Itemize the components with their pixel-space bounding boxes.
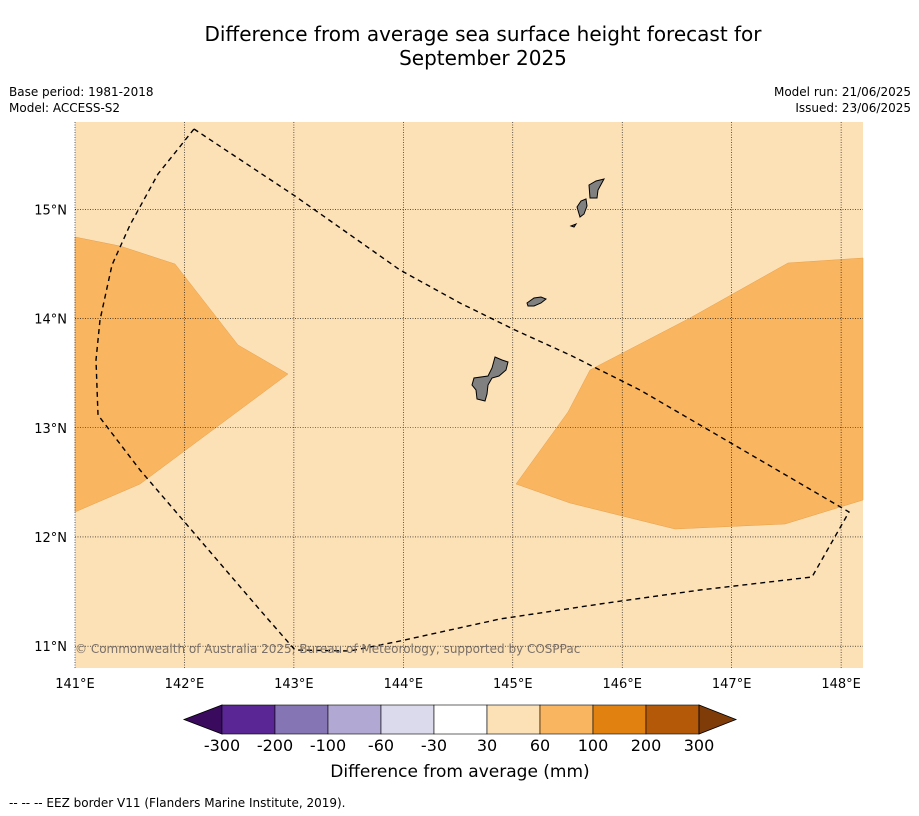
longitude-labels: 141°E 142°E 143°E 144°E 145°E 146°E 147°E 148°E [55, 677, 861, 692]
colorbar-segment [592, 704, 647, 735]
colorbar-segment [274, 704, 329, 735]
colorbar-tick-label: -100 [309, 736, 347, 755]
anomaly-region-east [515, 257, 864, 530]
latitude-label: 11°N [34, 640, 67, 655]
colorbar [182, 704, 738, 735]
latitude-label: 14°N [34, 313, 67, 328]
longitude-label: 144°E [384, 677, 424, 692]
model-run-text: Model run: 21/06/2025 [773, 85, 911, 99]
longitude-label: 142°E [165, 677, 205, 692]
colorbar-extend-high [698, 704, 738, 735]
latitude-label: 12°N [34, 531, 67, 546]
colorbar-tick-label: -200 [256, 736, 294, 755]
anomaly-region-west [74, 236, 289, 513]
island-tinian [576, 198, 588, 218]
colorbar-tick-label: -60 [367, 736, 395, 755]
colorbar-extend-low [182, 704, 223, 735]
longitude-label: 145°E [493, 677, 533, 692]
colorbar-tick-label: 200 [630, 736, 662, 755]
longitude-label: 141°E [55, 677, 95, 692]
island-guam [471, 356, 509, 402]
copyright-text: © Commonwealth of Australia 2025, Bureau… [75, 642, 580, 656]
island-saipan [588, 178, 605, 199]
colorbar-segment [221, 704, 276, 735]
latitude-labels: 11°N 12°N 13°N 14°N 15°N [34, 203, 67, 655]
title-line-1: Difference from average sea surface heig… [204, 22, 762, 46]
graticule [74, 122, 863, 668]
colorbar-segment [380, 704, 435, 735]
chart-title: Difference from average sea surface heig… [120, 22, 846, 70]
model-text: Model: ACCESS-S2 [9, 101, 121, 115]
longitude-label: 143°E [274, 677, 314, 692]
colorbar-segment [645, 704, 700, 735]
colorbar-tick-label: -30 [420, 736, 448, 755]
longitude-label: 147°E [712, 677, 752, 692]
colorbar-segment [327, 704, 382, 735]
title-line-2: September 2025 [399, 46, 567, 70]
colorbar-segment [433, 704, 488, 735]
longitude-label: 146°E [602, 677, 642, 692]
meta-right: Model run: 21/06/2025 Issued: 23/06/2025 [774, 84, 911, 116]
eez-footnote: -- -- -- EEZ border V11 (Flanders Marine… [9, 796, 346, 810]
island-rota [526, 296, 547, 307]
meta-left: Base period: 1981-2018 Model: ACCESS-S2 [9, 84, 154, 116]
latitude-label: 15°N [34, 203, 67, 218]
colorbar-tick-label: 30 [476, 736, 498, 755]
latitude-label: 13°N [34, 422, 67, 437]
colorbar-tick-label: 100 [577, 736, 609, 755]
longitude-label: 148°E [821, 677, 861, 692]
colorbar-segment [539, 704, 594, 735]
island-aguijan [569, 222, 578, 228]
issued-text: Issued: 23/06/2025 [795, 101, 911, 115]
colorbar-segment [486, 704, 541, 735]
colorbar-title: Difference from average (mm) [330, 762, 590, 782]
colorbar-tick-label: 60 [529, 736, 551, 755]
base-period-text: Base period: 1981-2018 [9, 85, 154, 99]
eez-border [95, 128, 850, 652]
colorbar-tick-label: -300 [203, 736, 241, 755]
colorbar-tick-label: 300 [683, 736, 715, 755]
